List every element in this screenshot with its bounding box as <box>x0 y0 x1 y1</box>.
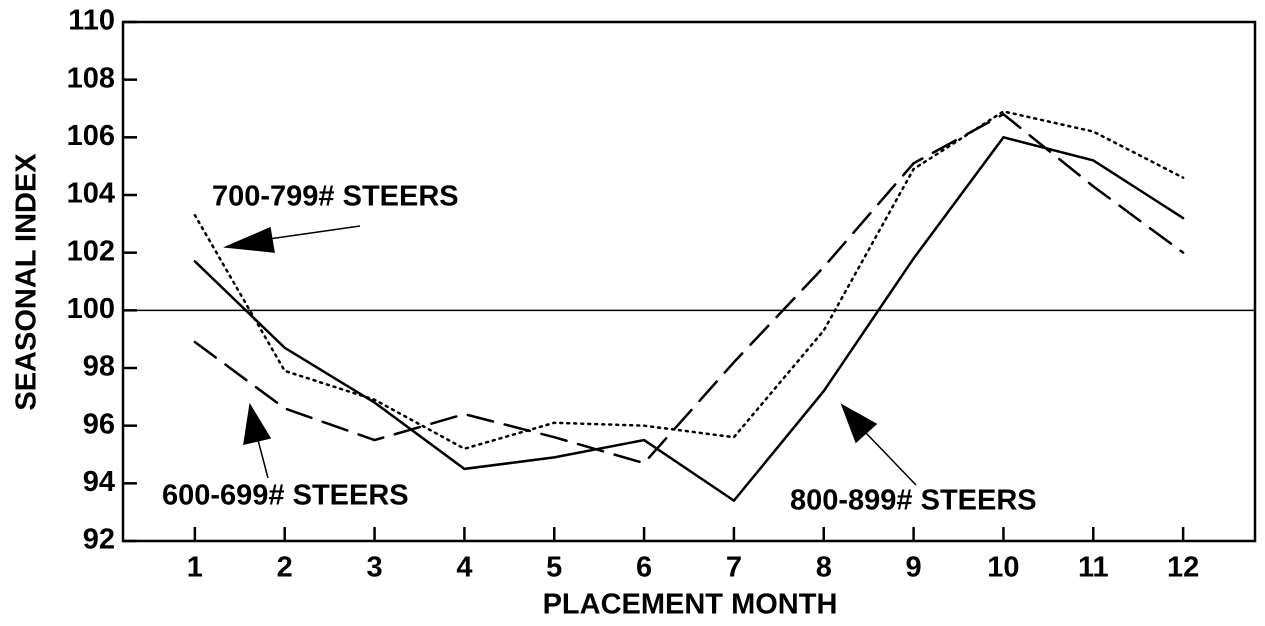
x-tick-label: 6 <box>636 552 652 584</box>
x-axis-label: PLACEMENT MONTH <box>543 589 838 621</box>
series-line <box>193 135 1185 503</box>
y-tick-label: 110 <box>68 5 115 37</box>
y-tick-label: 94 <box>83 466 115 498</box>
plot-frame <box>121 20 1257 543</box>
x-tick-label: 2 <box>277 552 293 584</box>
series-label: 800-899# STEERS <box>790 485 1037 517</box>
series-line <box>193 110 1185 451</box>
y-tick-label: 104 <box>67 178 115 210</box>
series-label: 700-799# STEERS <box>212 181 459 213</box>
x-tick-label: 7 <box>726 552 742 584</box>
series-line <box>193 112 1185 465</box>
x-tick-label: 10 <box>987 552 1019 584</box>
y-tick-label: 98 <box>83 351 115 383</box>
x-tick-label: 12 <box>1167 552 1199 584</box>
x-tick-label: 4 <box>456 552 472 584</box>
x-tick-label: 1 <box>187 552 203 584</box>
y-tick-label: 100 <box>67 293 115 325</box>
x-tick-label: 8 <box>816 552 832 584</box>
y-tick-label: 96 <box>83 408 115 440</box>
x-tick-label: 9 <box>906 552 922 584</box>
y-tick-label: 102 <box>67 235 115 267</box>
x-tick-label: 3 <box>366 552 382 584</box>
series-label: 600-699# STEERS <box>162 480 409 512</box>
y-tick-label: 92 <box>83 524 115 556</box>
arrow <box>223 225 917 486</box>
y-axis-label: SEASONAL INDEX <box>11 153 43 411</box>
x-tick-label: 5 <box>546 552 562 584</box>
y-tick-label: 106 <box>67 120 115 152</box>
y-tick-label: 108 <box>67 62 115 94</box>
x-tick-label: 11 <box>1078 552 1109 584</box>
